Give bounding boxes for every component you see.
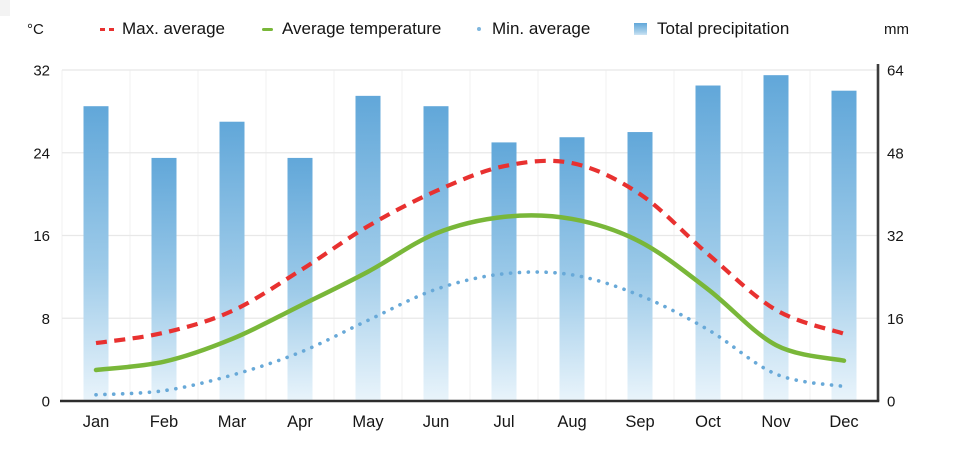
- y-right-tick-label: 64: [887, 63, 904, 80]
- precip-bar-dec: [831, 90, 857, 401]
- average-temperature-line: [93, 213, 847, 373]
- x-tick-jan: Jan: [83, 413, 110, 431]
- x-tick-apr: Apr: [287, 413, 313, 431]
- x-tick-sep: Sep: [625, 413, 654, 431]
- y-left-tick-label: 32: [33, 63, 50, 80]
- precip-bar-jul: [491, 142, 517, 401]
- legend-item-average-temperature: Average temperature: [262, 16, 441, 42]
- x-tick-dec: Dec: [829, 413, 858, 431]
- min-average-line: [94, 270, 846, 397]
- precip-bar-aug: [559, 137, 585, 401]
- precip-bar-jan: [83, 106, 109, 401]
- y-right-tick-label: 32: [887, 228, 904, 245]
- x-tick-feb: Feb: [150, 413, 178, 431]
- corner-artifact: [0, 0, 10, 16]
- max-average-line: [95, 158, 845, 346]
- left-axis-unit-label: °C: [27, 21, 44, 38]
- y-right-tick-label: 16: [887, 311, 904, 328]
- legend-label: Min. average: [492, 19, 591, 38]
- x-tick-aug: Aug: [557, 413, 586, 431]
- legend-label: Max. average: [122, 19, 225, 38]
- y-left-tick-label: 16: [33, 228, 50, 245]
- x-tick-mar: Mar: [218, 413, 247, 431]
- dashed-line-legend-icon: [100, 27, 115, 31]
- legend-item-min-average: Min. average: [477, 16, 590, 42]
- legend-item-total-precipitation: Total precipitation: [634, 16, 789, 42]
- legend-item-max-average: Max. average: [100, 16, 225, 42]
- x-tick-jul: Jul: [493, 413, 514, 431]
- x-tick-jun: Jun: [423, 413, 450, 431]
- x-tick-oct: Oct: [695, 413, 721, 431]
- right-axis-unit-label: mm: [884, 21, 909, 38]
- precip-bar-nov: [763, 75, 789, 401]
- y-left-tick-label: 24: [33, 145, 50, 162]
- y-right-tick-label: 48: [887, 145, 904, 162]
- solid-line-legend-icon: [262, 27, 273, 31]
- precip-bar-mar: [219, 121, 245, 401]
- legend-label: Average temperature: [282, 19, 442, 38]
- y-left-tick-label: 8: [42, 311, 50, 328]
- legend-label: Total precipitation: [657, 19, 790, 38]
- x-tick-nov: Nov: [761, 413, 791, 431]
- x-tick-may: May: [352, 413, 384, 431]
- precipitation-bar-legend-icon: [634, 23, 647, 35]
- precip-bar-apr: [287, 157, 313, 401]
- precip-bar-jun: [423, 106, 449, 401]
- precip-bar-sep: [627, 132, 653, 401]
- precip-bar-oct: [695, 85, 721, 401]
- y-right-tick-label: 0: [887, 394, 895, 411]
- y-left-tick-label: 0: [42, 394, 50, 411]
- precip-bar-may: [355, 95, 381, 401]
- dotted-line-legend-icon: [477, 27, 481, 31]
